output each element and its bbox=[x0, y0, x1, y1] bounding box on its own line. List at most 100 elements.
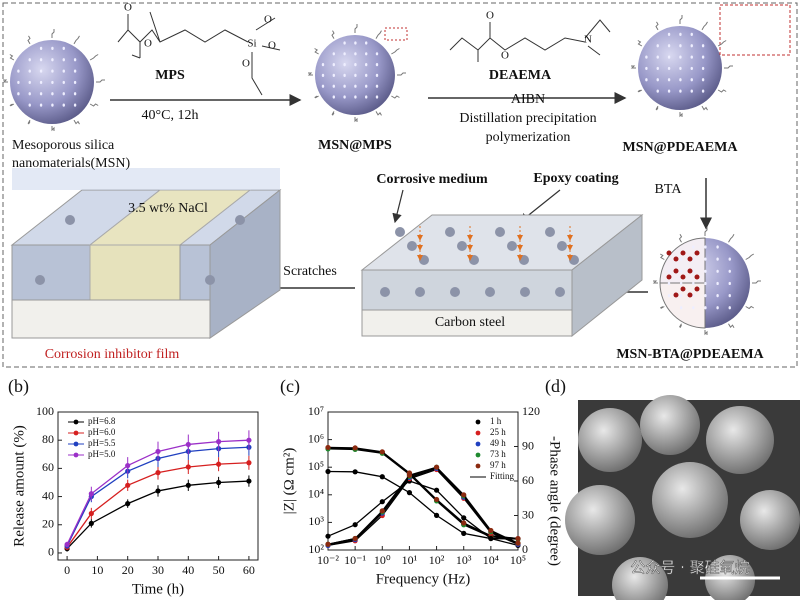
data-point bbox=[185, 464, 191, 470]
particle bbox=[450, 287, 460, 297]
particle bbox=[380, 287, 390, 297]
y-tick-label: 10⁷ bbox=[308, 404, 324, 418]
pore bbox=[704, 306, 707, 310]
pore bbox=[701, 89, 705, 93]
legend-marker bbox=[475, 441, 481, 447]
pore bbox=[39, 69, 43, 73]
pore bbox=[28, 80, 31, 85]
polymer-chain bbox=[724, 65, 733, 69]
panel-label: (d) bbox=[545, 376, 566, 397]
label: nanomaterials(MSN) bbox=[12, 156, 131, 171]
frame bbox=[2, 2, 798, 368]
coating-front bbox=[361, 269, 573, 311]
polymer-chain bbox=[717, 40, 727, 47]
data-point bbox=[352, 522, 358, 528]
panel-label: (c) bbox=[280, 376, 300, 397]
bta bbox=[694, 250, 700, 256]
pore bbox=[679, 281, 683, 286]
pore bbox=[354, 95, 357, 99]
pore bbox=[51, 58, 54, 62]
particle bbox=[235, 215, 245, 225]
data-point bbox=[216, 461, 222, 467]
pore bbox=[365, 95, 368, 99]
particle bbox=[557, 241, 567, 251]
bta bbox=[687, 292, 693, 298]
pore bbox=[62, 103, 65, 107]
data-point bbox=[515, 535, 521, 542]
y-tick-label: 10⁶ bbox=[308, 431, 324, 445]
pore bbox=[39, 46, 43, 51]
pore bbox=[354, 73, 357, 77]
polymer-chain bbox=[745, 305, 755, 310]
data-point bbox=[433, 496, 440, 503]
pore bbox=[645, 78, 648, 82]
pore bbox=[332, 73, 335, 77]
coating-front bbox=[11, 244, 91, 301]
coating-side bbox=[571, 213, 643, 338]
polymer-chain bbox=[89, 103, 99, 107]
x-tick-label: 10⁵ bbox=[510, 553, 526, 567]
data-point bbox=[125, 501, 131, 507]
pore bbox=[667, 294, 671, 298]
pore bbox=[365, 41, 368, 45]
pore bbox=[73, 103, 77, 107]
pore bbox=[39, 58, 43, 62]
pore bbox=[17, 92, 20, 96]
pore bbox=[321, 84, 325, 88]
polymer-chain bbox=[51, 126, 55, 132]
pore bbox=[321, 73, 325, 77]
nacl-region bbox=[12, 168, 280, 190]
data-point bbox=[155, 488, 161, 494]
pore bbox=[667, 281, 671, 286]
y2-tick-label: 60 bbox=[522, 473, 534, 487]
y-tick-label: 10³ bbox=[308, 514, 324, 528]
pore bbox=[375, 63, 379, 67]
particle bbox=[457, 241, 467, 251]
pore bbox=[728, 269, 731, 273]
panel-label: (b) bbox=[8, 376, 29, 397]
y-tick-label: 20 bbox=[42, 517, 54, 531]
pore bbox=[17, 69, 20, 73]
pore bbox=[679, 78, 682, 82]
legend-label: pH=6.8 bbox=[88, 416, 116, 426]
particle bbox=[415, 287, 425, 297]
pore bbox=[73, 80, 77, 85]
pore bbox=[667, 32, 671, 37]
data-point bbox=[246, 478, 252, 484]
data-point bbox=[246, 460, 252, 466]
pore bbox=[692, 281, 695, 286]
pore bbox=[343, 84, 346, 88]
bta bbox=[694, 286, 700, 292]
pore bbox=[728, 281, 731, 286]
polymer-chain bbox=[2, 79, 8, 83]
y-axis-title: Release amount (%) bbox=[11, 425, 27, 547]
x-tick-label: 50 bbox=[213, 563, 225, 577]
pore bbox=[343, 95, 346, 99]
legend-label: pH=5.5 bbox=[88, 438, 116, 448]
x-tick-label: 0 bbox=[64, 563, 70, 577]
pore bbox=[716, 306, 719, 310]
pore bbox=[704, 269, 707, 273]
y-tick-label: 40 bbox=[42, 488, 54, 502]
x-tick-label: 10² bbox=[429, 553, 445, 567]
data-point bbox=[461, 492, 467, 498]
data-point bbox=[155, 470, 161, 476]
pore bbox=[51, 46, 54, 51]
pore bbox=[679, 306, 683, 310]
particles bbox=[2, 15, 761, 336]
data-point bbox=[125, 462, 131, 469]
x-tick-label: 60 bbox=[243, 563, 255, 577]
bta bbox=[687, 256, 693, 262]
pore bbox=[728, 257, 731, 261]
data-point bbox=[461, 515, 467, 521]
legend-label: 25 h bbox=[490, 427, 506, 437]
reagent: MPS bbox=[155, 68, 185, 83]
bta bbox=[673, 256, 679, 262]
pore bbox=[667, 66, 671, 71]
data-point bbox=[325, 541, 331, 547]
polymer-chain bbox=[331, 111, 335, 116]
particle bbox=[395, 227, 405, 237]
polymer-chain bbox=[630, 65, 636, 69]
polymer-chain bbox=[655, 21, 659, 31]
y2-tick-label: 30 bbox=[522, 507, 534, 521]
